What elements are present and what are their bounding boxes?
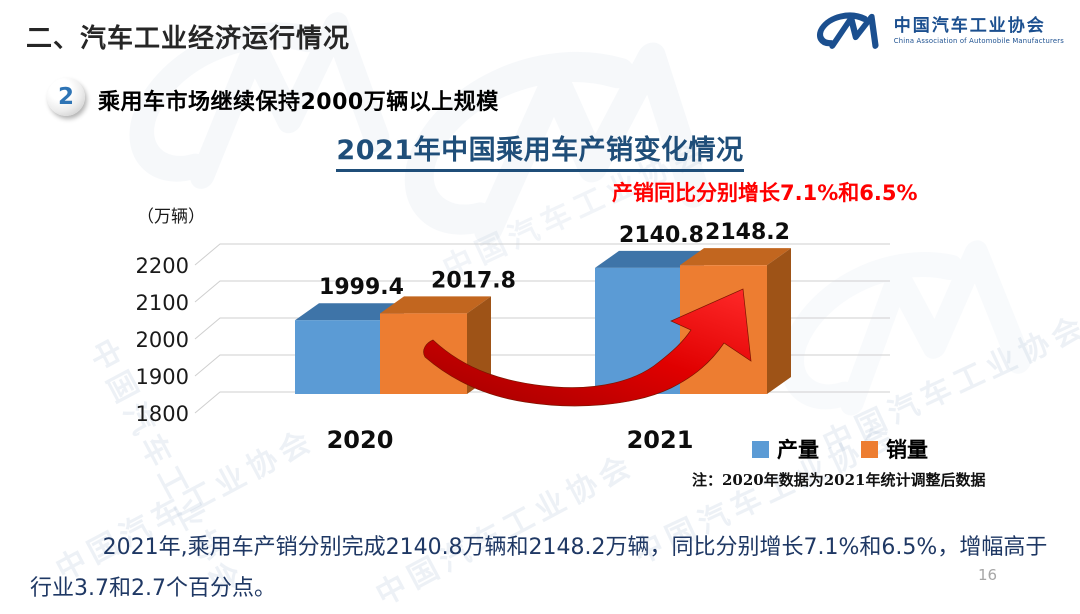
legend-item-sales: 销量 [861, 434, 928, 464]
value-label-销量-2020: 2017.8 [431, 268, 516, 293]
value-label-销量-2021: 2148.2 [705, 220, 790, 245]
caam-logo-icon [816, 8, 886, 54]
x-label-2020: 2020 [327, 426, 394, 454]
bar-销量-2021-side [767, 248, 791, 394]
section-heading: 乘用车市场继续保持2000万辆以上规模 [98, 90, 499, 115]
caam-logo: 中国汽车工业协会 China Association of Automobile… [816, 8, 1064, 54]
chart-title-wrap: 2021年中国乘用车产销变化情况 [0, 128, 1080, 172]
legend-item-production: 产量 [752, 434, 819, 464]
chart-region: 1800 1900 2000 2100 2200 （万辆） 1999.4 2017.8 2020… [135, 190, 1015, 468]
y-tick-2000: 2000 [136, 328, 189, 352]
y-tick-1800: 1800 [136, 402, 189, 426]
y-axis-unit-label: （万辆） [137, 207, 205, 227]
bar-产量-2020-top [295, 303, 404, 321]
y-tick-1900: 1900 [136, 365, 189, 389]
slide-title: 二、汽车工业经济运行情况 [26, 24, 351, 54]
y-tick-2200: 2200 [136, 254, 189, 278]
legend-label: 产量 [777, 438, 819, 462]
caam-logo-cn: 中国汽车工业协会 [893, 15, 1046, 36]
legend-swatch [861, 440, 878, 458]
caam-logo-en: China Association of Automobile Manufact… [893, 37, 1064, 46]
legend-label: 销量 [886, 438, 928, 462]
bar-产量-2020-front [295, 320, 380, 394]
section-number-badge: 2 [47, 78, 85, 116]
growth-arrow [423, 288, 752, 407]
chart-title: 2021年中国乘用车产销变化情况 [336, 128, 744, 172]
bar-销量-2020-top [380, 296, 491, 314]
caam-logo-text: 中国汽车工业协会 China Association of Automobile… [893, 15, 1064, 46]
chart-legend: 产量 销量 [752, 434, 928, 464]
legend-swatch [752, 440, 769, 458]
summary-paragraph: 2021年,乘用车产销分别完成2140.8万辆和2148.2万辆，同比分别增长7… [30, 535, 1048, 601]
y-tick-2100: 2100 [136, 291, 189, 315]
page-number: 16 [978, 566, 998, 584]
value-label-产量-2020: 1999.4 [319, 275, 404, 300]
chart-note: 注：2020年数据为2021年统计调整后数据 [692, 471, 986, 489]
x-label-2021: 2021 [627, 426, 694, 454]
chart-canvas: 1800 1900 2000 2100 2200 （万辆） 1999.4 2017.8 2020… [136, 207, 890, 454]
value-label-产量-2021: 2140.8 [619, 223, 704, 248]
